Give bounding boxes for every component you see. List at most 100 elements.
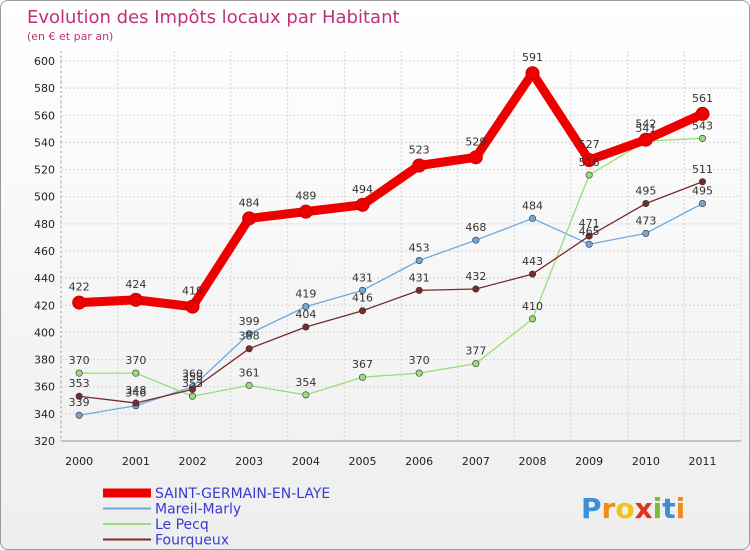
data-label: 361 xyxy=(239,366,260,379)
x-tick-label: 2003 xyxy=(235,455,263,468)
data-point xyxy=(298,204,313,219)
data-point xyxy=(245,330,253,338)
x-tick-label: 2005 xyxy=(349,455,377,468)
data-point xyxy=(415,256,423,264)
data-point xyxy=(528,270,536,278)
x-tick-label: 2002 xyxy=(179,455,207,468)
y-tick-label: 380 xyxy=(34,354,55,367)
data-point xyxy=(695,106,710,121)
legend-entry: Le Pecq xyxy=(155,517,209,533)
data-point xyxy=(128,292,143,307)
data-point xyxy=(415,369,423,377)
data-point xyxy=(528,315,536,323)
y-tick-label: 420 xyxy=(34,299,55,312)
data-label: 489 xyxy=(295,190,316,203)
data-label: 527 xyxy=(579,138,600,151)
data-label: 348 xyxy=(125,384,146,397)
grid xyxy=(60,51,742,442)
data-label: 422 xyxy=(69,281,90,294)
y-tick-label: 400 xyxy=(34,326,55,339)
logo-letter: i xyxy=(653,492,663,525)
data-label: 416 xyxy=(352,292,373,305)
x-tick-label: 2008 xyxy=(519,455,547,468)
data-label: 353 xyxy=(182,377,203,390)
data-point xyxy=(415,286,423,294)
data-point xyxy=(132,369,140,377)
logo-letter: o xyxy=(615,492,634,525)
logo-letter: t xyxy=(662,492,675,525)
data-label: 388 xyxy=(239,330,260,343)
data-point xyxy=(185,299,200,314)
data-label: 370 xyxy=(125,354,146,367)
data-point xyxy=(132,399,140,407)
data-point xyxy=(468,150,483,165)
data-label: 516 xyxy=(579,156,600,169)
data-label: 511 xyxy=(692,163,713,176)
data-point xyxy=(472,285,480,293)
y-tick-label: 500 xyxy=(34,191,55,204)
data-label: 443 xyxy=(522,255,543,268)
data-point xyxy=(75,411,83,419)
data-point xyxy=(525,66,540,81)
data-label: 399 xyxy=(239,315,260,328)
data-point xyxy=(698,178,706,186)
data-label: 424 xyxy=(125,278,146,291)
data-labels: 339 346 360 399 419 431 453 468 484 465 473 495 370 3… xyxy=(69,51,713,409)
data-label: 353 xyxy=(69,377,90,390)
data-point xyxy=(245,381,253,389)
data-point xyxy=(302,303,310,311)
data-point xyxy=(472,236,480,244)
axes: 320 340 360 380 400 420 440 460 480 500 520 540 560 5… xyxy=(34,51,741,468)
y-tick-label: 320 xyxy=(34,435,55,448)
data-label: 453 xyxy=(409,242,430,255)
data-label: 419 xyxy=(182,285,203,298)
data-point xyxy=(582,153,597,168)
series-line-1 xyxy=(78,202,704,416)
data-label: 431 xyxy=(352,271,373,284)
data-label: 431 xyxy=(409,271,430,284)
y-tick-label: 440 xyxy=(34,272,55,285)
data-point xyxy=(585,240,593,248)
data-point xyxy=(642,200,650,208)
x-tick-label: 2009 xyxy=(575,455,603,468)
x-tick-label: 2010 xyxy=(632,455,660,468)
data-point xyxy=(585,232,593,240)
data-label: 346 xyxy=(125,387,146,400)
data-point xyxy=(472,360,480,368)
data-point xyxy=(698,200,706,208)
data-label: 495 xyxy=(692,185,713,198)
data-label: 542 xyxy=(635,118,656,131)
data-point xyxy=(585,171,593,179)
data-point xyxy=(302,323,310,331)
data-point xyxy=(698,134,706,142)
data-label: 370 xyxy=(409,354,430,367)
y-tick-label: 560 xyxy=(34,109,55,122)
data-label: 495 xyxy=(635,185,656,198)
x-tick-label: 2011 xyxy=(689,455,717,468)
data-label: 360 xyxy=(182,368,203,381)
data-label: 370 xyxy=(69,354,90,367)
data-point xyxy=(642,229,650,237)
data-label: 471 xyxy=(579,217,600,230)
y-tick-label: 360 xyxy=(34,381,55,394)
x-tick-label: 2004 xyxy=(292,455,320,468)
data-label: 543 xyxy=(692,119,713,132)
y-tick-label: 540 xyxy=(34,136,55,149)
y-tick-label: 460 xyxy=(34,245,55,258)
x-tick-label: 2000 xyxy=(65,455,93,468)
data-label: 591 xyxy=(522,51,543,64)
data-label: 404 xyxy=(295,308,316,321)
data-label: 419 xyxy=(295,288,316,301)
data-point xyxy=(358,286,366,294)
data-point xyxy=(72,295,87,310)
data-label: 377 xyxy=(465,345,486,358)
data-label: 367 xyxy=(352,358,373,371)
data-label: 494 xyxy=(352,183,373,196)
y-tick-label: 580 xyxy=(34,82,55,95)
data-point xyxy=(245,345,253,353)
data-label: 541 xyxy=(635,122,656,135)
data-point xyxy=(189,385,197,393)
